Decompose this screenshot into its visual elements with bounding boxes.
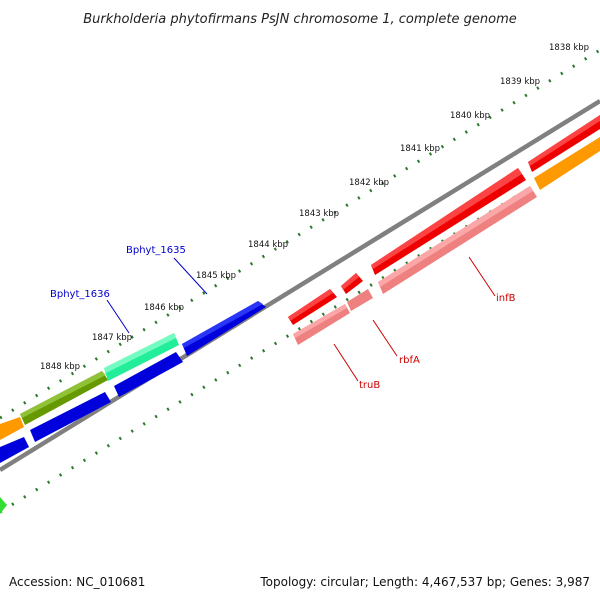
tick-labels: 1838 kbp 1839 kbp 1840 kbp 1841 kbp 1842…: [40, 43, 589, 372]
tick-label: 1838 kbp: [549, 43, 589, 53]
gene-feature[interactable]: [534, 137, 600, 190]
gene-label-rbfa[interactable]: rbfA: [399, 355, 420, 366]
genome-backbone: [0, 99, 600, 472]
gene-labels: Bphyt_1635 Bphyt_1636 infB rbfA truB: [50, 245, 516, 391]
tick-label: 1848 kbp: [40, 362, 80, 372]
reverse-strand-genes: [0, 137, 600, 514]
gene-feature-rbfa[interactable]: [341, 273, 363, 294]
tick-label: 1843 kbp: [299, 209, 339, 219]
leader-bphyt-1636: [106, 299, 130, 334]
map-title: Burkholderia phytofirmans PsJN chromosom…: [83, 12, 517, 27]
gene-feature[interactable]: [0, 417, 24, 440]
gene-feature[interactable]: [0, 497, 7, 514]
forward-strand-genes: [0, 115, 600, 440]
outer-tick-track: [0, 48, 600, 420]
gene-label-infb[interactable]: infB: [496, 293, 516, 304]
gene-feature[interactable]: [30, 392, 111, 442]
label-leaders: [106, 256, 496, 382]
gene-feature[interactable]: [114, 352, 183, 397]
gene-feature[interactable]: [347, 289, 373, 311]
gene-feature-bphyt-1635[interactable]: [182, 301, 266, 356]
tick-label: 1841 kbp: [400, 144, 440, 154]
accession-text: Accession: NC_010681: [9, 575, 145, 589]
tick-label: 1839 kbp: [500, 77, 540, 87]
tick-label: 1845 kbp: [196, 271, 236, 281]
leader-infb: [468, 256, 496, 297]
gene-label-bphyt-1636[interactable]: Bphyt_1636: [50, 289, 110, 300]
tick-label: 1840 kbp: [450, 111, 490, 121]
gene-label-trub[interactable]: truB: [359, 380, 380, 391]
tick-label: 1846 kbp: [144, 303, 184, 313]
leader-bphyt-1635: [173, 257, 208, 295]
tick-label: 1847 kbp: [92, 333, 132, 343]
tick-label: 1842 kbp: [349, 178, 389, 188]
gene-label-bphyt-1635[interactable]: Bphyt_1635: [126, 245, 186, 256]
gene-feature[interactable]: [0, 437, 29, 463]
leader-trub: [333, 343, 359, 382]
genome-summary-text: Topology: circular; Length: 4,467,537 bp…: [259, 575, 590, 589]
inner-tick-track: [0, 143, 600, 514]
tick-label: 1844 kbp: [248, 240, 288, 250]
leader-rbfa: [372, 319, 398, 357]
